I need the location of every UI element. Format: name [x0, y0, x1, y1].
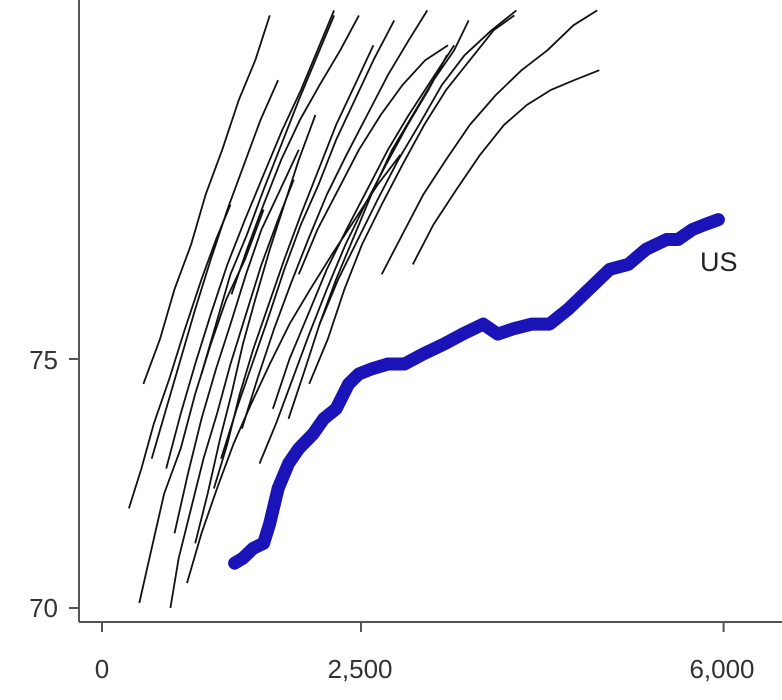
series-line-6 [142, 15, 271, 385]
axes [78, 0, 782, 623]
series-line-4 [173, 149, 300, 534]
series-line-14 [308, 14, 515, 385]
series-line-18 [412, 69, 600, 265]
tick-marks [69, 358, 725, 632]
highlight-series-label: US [700, 247, 738, 277]
series-line-9 [220, 19, 395, 459]
series-line-2 [138, 209, 265, 604]
series-line-3 [169, 179, 295, 609]
series-line-5 [194, 114, 317, 544]
x-tick-label-0: 0 [95, 654, 109, 684]
series-line-19 [272, 44, 455, 410]
highlight-series-line [228, 213, 725, 570]
series-line-10 [200, 15, 335, 375]
series-line-1 [128, 204, 232, 509]
series-line-7 [165, 10, 335, 469]
series-line-20 [150, 79, 279, 459]
highlight-series-group [228, 213, 725, 570]
x-tick-label-6000: 6,000 [689, 654, 754, 684]
y-tick-label-70: 70 [29, 593, 58, 623]
series-line-15 [230, 14, 360, 295]
series-line-16 [318, 9, 517, 325]
y-tick-label-75: 75 [29, 345, 58, 375]
x-tick-label-2500: 2,500 [327, 654, 392, 684]
series-line-21 [297, 44, 449, 275]
series-line-17 [380, 9, 598, 275]
other-series-lines [128, 9, 600, 609]
series-line-22 [186, 154, 402, 584]
series-line-13 [241, 9, 429, 429]
